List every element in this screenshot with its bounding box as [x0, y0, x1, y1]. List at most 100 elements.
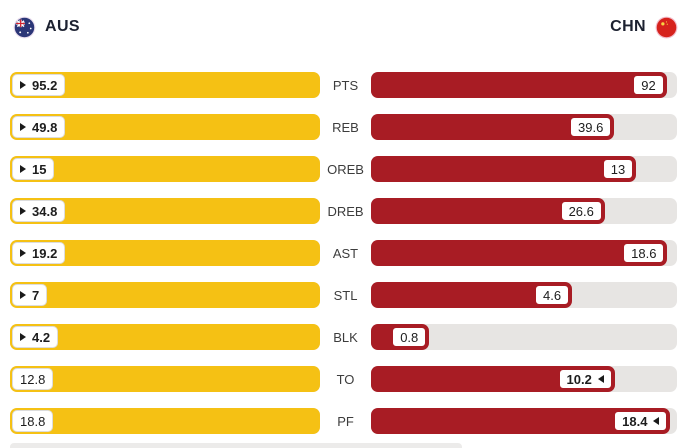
aus-bar-track: 15: [10, 156, 320, 182]
team-aus: AUS: [13, 16, 80, 39]
chn-value-box: 4.6: [534, 284, 571, 306]
stat-label: OREB: [327, 161, 364, 177]
stats-chart: 95.2 PTS 92 49.8: [0, 72, 694, 434]
aus-bar-track: 19.2: [10, 240, 320, 266]
aus-bar: 19.2: [10, 240, 320, 266]
chn-value: 39.6: [578, 119, 604, 135]
stat-label: BLK: [333, 329, 358, 345]
aus-bar: 49.8: [10, 114, 320, 140]
stat-row-ast: 19.2 AST 18.6: [10, 240, 677, 266]
stat-row-blk: 4.2 BLK 0.8: [10, 324, 677, 350]
chn-bar: 4.6: [371, 282, 573, 308]
aus-bar-track: 7: [10, 282, 320, 308]
aus-value-box: 19.2: [12, 242, 66, 264]
chn-bar-track: 18.4: [371, 408, 677, 434]
chn-bar: 13: [371, 156, 637, 182]
aus-value-box: 95.2: [12, 74, 66, 96]
chn-bar-track: 92: [371, 72, 677, 98]
leader-arrow-icon: [653, 417, 660, 425]
aus-value-box: 18.8: [12, 410, 54, 432]
leader-arrow-icon: [597, 375, 604, 383]
aus-bar-track: 12.8: [10, 366, 320, 392]
chn-value: 4.6: [543, 287, 562, 303]
chn-value: 26.6: [568, 203, 594, 219]
stat-label: STL: [333, 287, 358, 303]
aus-bar: 7: [10, 282, 320, 308]
chn-value-box: 18.4: [613, 410, 669, 432]
aus-value: 15: [32, 161, 47, 177]
chn-bar: 10.2: [371, 366, 615, 392]
chn-value-box: 39.6: [569, 116, 613, 138]
aus-value-box: 34.8: [12, 200, 66, 222]
stat-row-pf: 18.8 PF 18.4: [10, 408, 677, 434]
stat-row-reb: 49.8 REB 39.6: [10, 114, 677, 140]
aus-value: 4.2: [32, 329, 51, 345]
team-chn: CHN: [610, 16, 678, 39]
leader-arrow-icon: [20, 333, 26, 341]
chn-value-box: 26.6: [559, 200, 603, 222]
stat-label: PF: [337, 413, 354, 429]
aus-value: 95.2: [32, 77, 58, 93]
chn-bar-track: 13: [371, 156, 677, 182]
stat-label: REB: [332, 119, 359, 135]
aus-label: AUS: [45, 18, 80, 35]
chn-value: 0.8: [400, 329, 419, 345]
chn-bar: 39.6: [371, 114, 615, 140]
stat-label: DREB: [327, 203, 364, 219]
chn-bar: 0.8: [371, 324, 430, 350]
chn-bar-track: 26.6: [371, 198, 677, 224]
aus-bar: 34.8: [10, 198, 320, 224]
stat-label: AST: [332, 245, 359, 261]
stat-label: PTS: [332, 77, 359, 93]
chn-value: 92: [641, 77, 656, 93]
aus-bar-track: 34.8: [10, 198, 320, 224]
stat-row-dreb: 34.8 DREB 26.6: [10, 198, 677, 224]
chn-value-box: 13: [601, 158, 635, 180]
chn-value-box: 0.8: [391, 326, 428, 348]
chn-bar-track: 10.2: [371, 366, 677, 392]
chn-value: 10.2: [566, 371, 592, 387]
stat-row-to: 12.8 TO 10.2: [10, 366, 677, 392]
chn-value: 18.4: [622, 413, 648, 429]
stat-row-stl: 7 STL 4.6: [10, 282, 677, 308]
aus-value: 7: [32, 287, 40, 303]
aus-bar-track: 95.2: [10, 72, 320, 98]
leader-arrow-icon: [20, 207, 26, 215]
chn-value: 13: [610, 161, 626, 177]
leader-arrow-icon: [20, 81, 26, 89]
stat-row-pts: 95.2 PTS 92: [10, 72, 677, 98]
chn-value: 18.6: [631, 245, 657, 261]
chn-value-box: 18.6: [622, 242, 666, 264]
chn-label: CHN: [610, 18, 646, 35]
chn-bar: 92: [371, 72, 667, 98]
chn-flag-icon: [655, 16, 678, 38]
leader-arrow-icon: [20, 291, 26, 299]
chn-bar: 26.6: [371, 198, 605, 224]
chn-value-box: 92: [632, 74, 665, 96]
aus-value: 19.2: [32, 245, 58, 261]
leader-arrow-icon: [20, 165, 26, 173]
stat-row-oreb: 15 OREB 13: [10, 156, 677, 182]
chn-bar-track: 18.6: [371, 240, 677, 266]
aus-bar-track: 49.8: [10, 114, 320, 140]
aus-value-box: 49.8: [12, 116, 66, 138]
chn-bar-track: 0.8: [371, 324, 677, 350]
aus-value: 34.8: [32, 203, 58, 219]
aus-value-box: 4.2: [12, 326, 59, 348]
leader-arrow-icon: [20, 249, 26, 257]
aus-value: 18.8: [20, 413, 46, 429]
leader-arrow-icon: [20, 123, 26, 131]
aus-bar-track: 18.8: [10, 408, 320, 434]
chn-value-box: 10.2: [557, 368, 613, 390]
aus-value-box: 15: [12, 158, 55, 180]
chn-bar-track: 39.6: [371, 114, 677, 140]
aus-value-box: 12.8: [12, 368, 54, 390]
aus-bar: 18.8: [10, 408, 320, 434]
aus-value: 49.8: [32, 119, 58, 135]
chn-bar-track: 4.6: [371, 282, 677, 308]
next-row-peek: [10, 443, 462, 448]
aus-value: 12.8: [20, 371, 46, 387]
aus-bar-track: 4.2: [10, 324, 320, 350]
chn-bar: 18.4: [371, 408, 671, 434]
